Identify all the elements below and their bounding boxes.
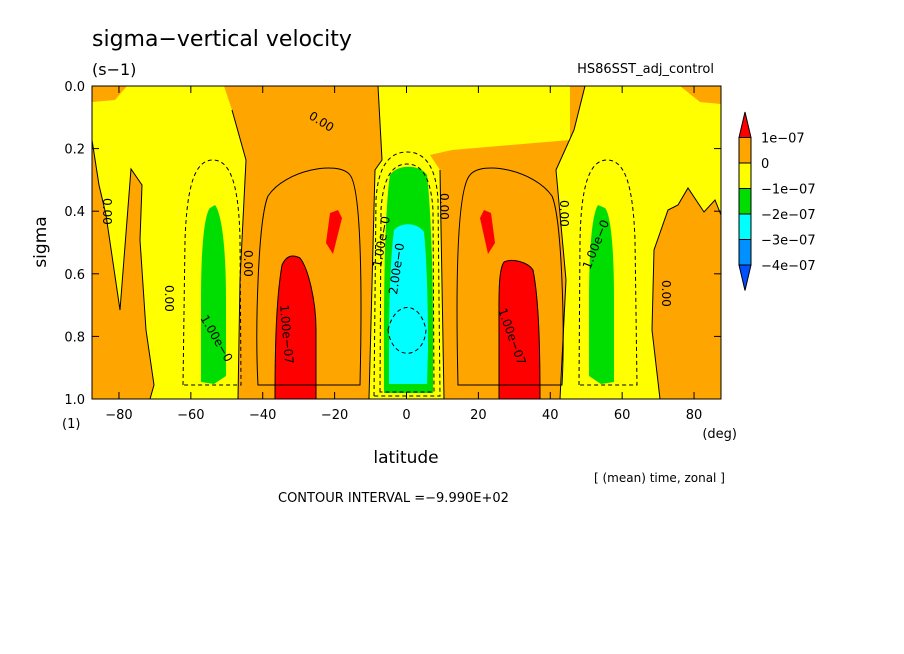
colorbar-label: −3e−07 <box>761 234 816 249</box>
field-orange-top-right <box>680 86 721 104</box>
x-axis-title: latitude <box>373 448 438 468</box>
contour-red-right <box>498 259 541 399</box>
contour-neg-center-inner <box>387 307 427 354</box>
contour-zero-right-edge <box>651 187 721 399</box>
colorbar-label: 0 <box>761 157 769 172</box>
y-axis-unit: (1) <box>62 417 80 432</box>
colorbar-label: −1e−07 <box>761 183 816 198</box>
colorbar-segment <box>738 213 752 240</box>
x-tick-label: 0 <box>402 408 410 423</box>
contour-zero-left-edge <box>92 139 155 399</box>
contour-label: 0.00 <box>659 280 673 307</box>
field-red-left-large <box>275 256 316 399</box>
x-axis: −80 −60 −40 −20 0 20 40 60 80 <box>105 86 702 423</box>
colorbar-label: −4e−07 <box>761 259 816 274</box>
x-tick-label: −60 <box>177 408 204 423</box>
contour-label: 0.00 <box>437 193 451 220</box>
contour-neg-center-outer <box>373 151 441 397</box>
y-tick-label: 0.0 <box>64 80 85 95</box>
y-axis: 0.0 0.2 0.4 0.6 0.8 1.0 <box>64 80 721 408</box>
field-red-left-small <box>326 210 342 254</box>
y-tick-label: 0.8 <box>64 330 85 345</box>
contour-positive-left <box>256 167 362 386</box>
colorbar-label: −2e−07 <box>761 208 816 223</box>
colorbar: 1e−07 0 −1e−07 −2e−07 −3e−07 −4e−07 <box>738 111 816 291</box>
field-red-right-large <box>498 260 540 399</box>
colorbar-label: 1e−07 <box>761 132 805 147</box>
y-tick-label: 0.6 <box>64 268 85 283</box>
x-tick-label: 60 <box>614 408 631 423</box>
contour-label: 0.00 <box>241 250 255 277</box>
average-note: [ (mean) time, zonal ] <box>594 471 725 485</box>
x-tick-label: −20 <box>321 408 348 423</box>
y-tick-label: 0.2 <box>64 143 85 158</box>
contour-label: 0.00 <box>162 285 176 312</box>
colorbar-cap-bottom <box>738 264 752 291</box>
contour-label: 0.00 <box>100 198 114 225</box>
x-tick-label: −80 <box>105 408 132 423</box>
contour-red-left <box>274 255 317 399</box>
x-tick-label: −40 <box>249 408 276 423</box>
contour-zero-midleft <box>231 109 247 399</box>
x-tick-label: 20 <box>470 408 487 423</box>
contour-neg-center-mid <box>379 163 435 393</box>
dataset-label: HS86SST_adj_control <box>577 62 714 77</box>
plot-area: 0.00 0.00 0.00 0.00 0.00 0.00 0.00 1.00e… <box>91 85 722 400</box>
colorbar-segment <box>738 239 752 266</box>
contour-interval: CONTOUR INTERVAL =−9.990E+02 <box>278 491 509 506</box>
contour-neg-right-outer <box>578 159 638 386</box>
colorbar-segment <box>738 137 752 164</box>
field-orange-midright <box>430 86 585 399</box>
field-red-right-small <box>480 210 495 254</box>
y-tick-label: 1.0 <box>64 393 85 408</box>
contour-zero-midright-b <box>555 86 586 399</box>
field-orange-right <box>652 100 721 399</box>
contour-label: 1.00e−07 <box>277 304 296 364</box>
x-tick-label: 80 <box>686 408 703 423</box>
field-green-left <box>201 205 226 384</box>
field-orange-top-left <box>92 86 127 102</box>
contour-zero-midright <box>439 169 445 399</box>
field-green-right <box>589 205 614 384</box>
field-orange-left <box>92 90 154 399</box>
contour-label: 0.00 <box>557 200 571 227</box>
chart-units: (s−1) <box>92 60 136 79</box>
colorbar-segment <box>738 188 752 215</box>
contour-positive-right <box>456 167 564 386</box>
chart-title: sigma−vertical velocity <box>92 27 352 52</box>
y-axis-title: sigma <box>31 216 51 267</box>
field-orange-midleft <box>224 86 382 399</box>
colorbar-segment <box>738 162 752 189</box>
y-tick-label: 0.4 <box>64 205 85 220</box>
field-cyan-center <box>389 224 428 384</box>
x-axis-unit: (deg) <box>702 427 737 442</box>
contour-zero-midleft-b <box>368 86 383 399</box>
x-tick-label: 40 <box>542 408 559 423</box>
